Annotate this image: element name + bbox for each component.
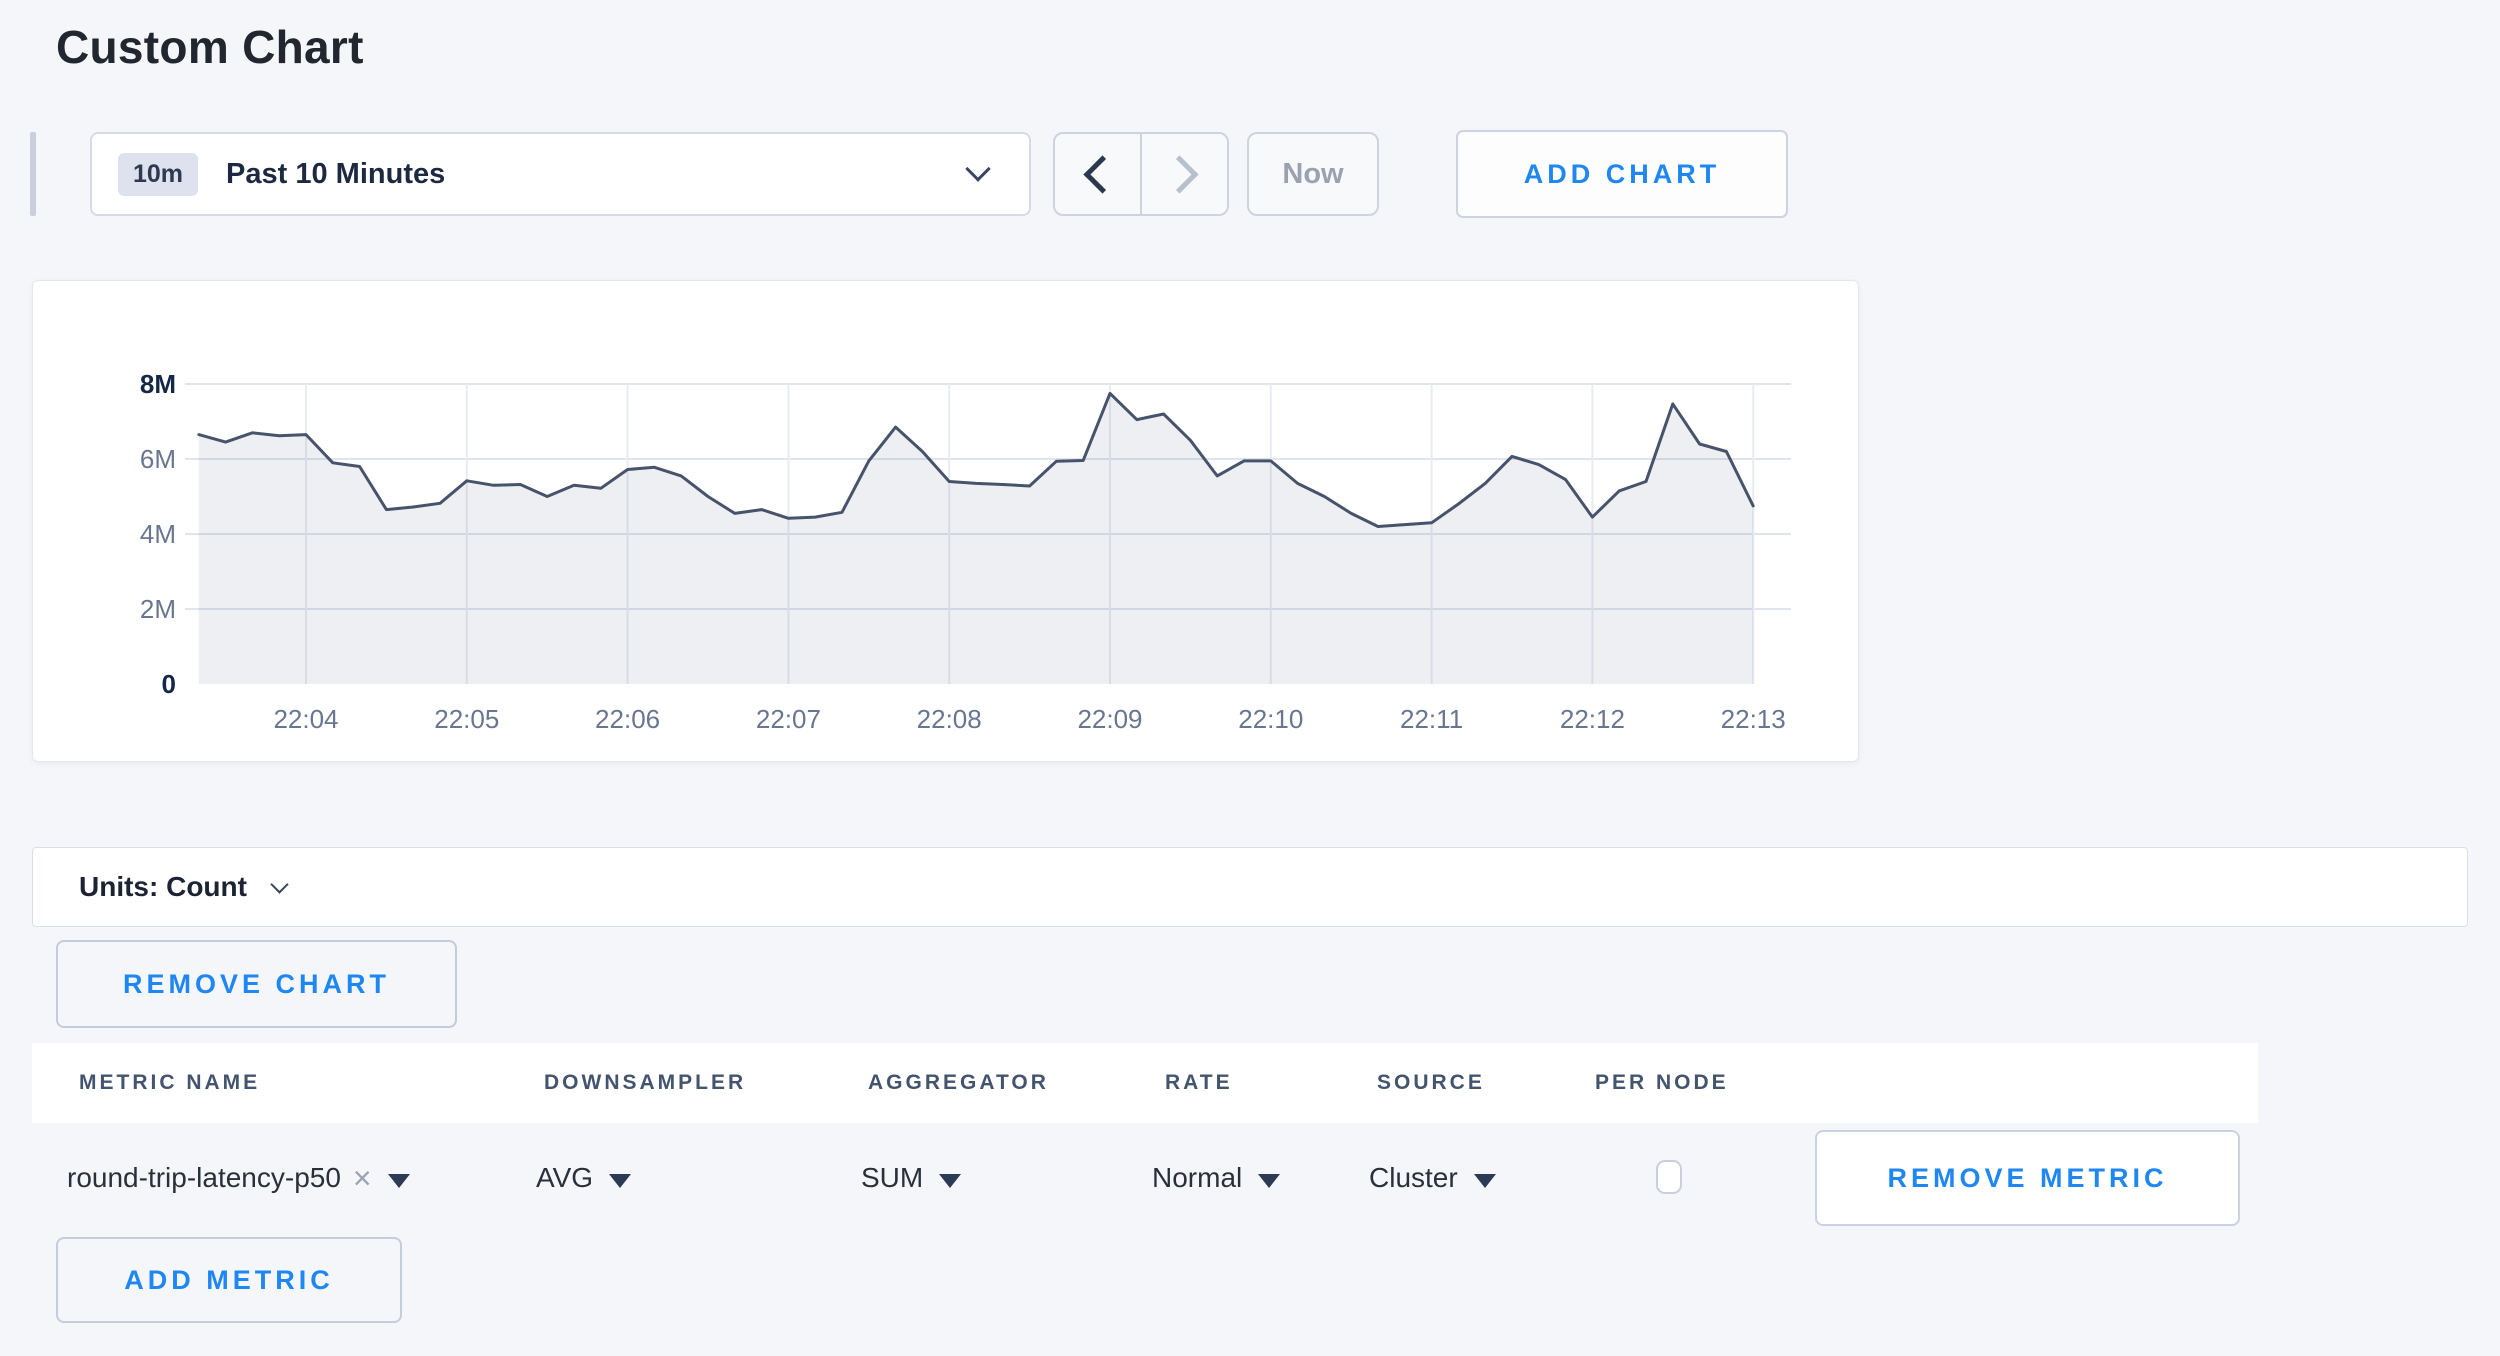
svg-text:2M: 2M	[140, 594, 176, 624]
metrics-table-header: METRIC NAME DOWNSAMPLER AGGREGATOR RATE …	[32, 1043, 2258, 1123]
add-chart-button[interactable]: ADD CHART	[1456, 130, 1788, 218]
triangle-down-icon	[939, 1174, 962, 1188]
units-label: Units: Count	[79, 871, 247, 902]
page-title: Custom Chart	[56, 21, 364, 73]
svg-text:0: 0	[162, 669, 176, 699]
per-node-checkbox[interactable]	[1656, 1160, 1682, 1194]
svg-text:22:10: 22:10	[1238, 704, 1303, 734]
downsampler-value: AVG	[536, 1162, 594, 1193]
svg-text:8M: 8M	[140, 369, 176, 399]
time-next-button[interactable]	[1142, 134, 1227, 214]
triangle-down-icon	[609, 1174, 632, 1188]
metric-name-select[interactable]: round-trip-latency-p50 ×	[67, 1123, 410, 1233]
chart-card: 0 2M 4M 6M 8M 22:04 22:05 22:06 22:07 22:08 22:09 2…	[32, 280, 1859, 762]
svg-text:22:07: 22:07	[756, 704, 821, 734]
column-header-downsampler: DOWNSAMPLER	[544, 1071, 747, 1094]
svg-text:22:06: 22:06	[595, 704, 660, 734]
time-pager	[1053, 132, 1229, 216]
svg-text:22:08: 22:08	[917, 704, 982, 734]
column-header-per-node: PER NODE	[1595, 1071, 1729, 1094]
column-header-rate: RATE	[1165, 1071, 1233, 1094]
time-range-accent-bar	[30, 132, 36, 216]
x-mark-icon[interactable]: ×	[352, 1159, 372, 1196]
time-range-badge: 10m	[118, 152, 199, 196]
triangle-down-icon	[1473, 1174, 1496, 1188]
column-header-metric-name: METRIC NAME	[79, 1071, 261, 1094]
downsampler-select[interactable]: AVG	[536, 1123, 632, 1233]
svg-text:22:05: 22:05	[434, 704, 499, 734]
metrics-area-chart: 0 2M 4M 6M 8M 22:04 22:05 22:06 22:07 22:08 22:09 2…	[140, 369, 1791, 734]
triangle-down-icon	[387, 1174, 410, 1188]
chevron-down-icon	[965, 156, 991, 182]
column-header-aggregator: AGGREGATOR	[868, 1071, 1049, 1094]
rate-value: Normal	[1152, 1162, 1243, 1193]
add-metric-button[interactable]: ADD METRIC	[56, 1237, 402, 1323]
time-range-dropdown[interactable]: 10m Past 10 Minutes	[90, 132, 1031, 216]
chevron-down-icon	[270, 874, 289, 894]
now-button[interactable]: Now	[1247, 132, 1379, 216]
rate-select[interactable]: Normal	[1152, 1123, 1281, 1233]
chevron-left-icon	[1083, 154, 1122, 194]
time-range-label: Past 10 Minutes	[226, 157, 446, 190]
source-value: Cluster	[1369, 1162, 1458, 1193]
svg-text:22:04: 22:04	[273, 704, 338, 734]
remove-chart-button[interactable]: REMOVE CHART	[56, 940, 457, 1028]
metric-name-value: round-trip-latency-p50	[67, 1162, 341, 1193]
source-select[interactable]: Cluster	[1369, 1123, 1496, 1233]
svg-text:4M: 4M	[140, 519, 176, 549]
svg-text:22:09: 22:09	[1077, 704, 1142, 734]
time-prev-button[interactable]	[1055, 134, 1142, 214]
svg-text:6M: 6M	[140, 444, 176, 474]
triangle-down-icon	[1258, 1174, 1281, 1188]
svg-text:22:11: 22:11	[1400, 704, 1463, 734]
chevron-right-icon	[1160, 154, 1199, 194]
svg-text:22:12: 22:12	[1560, 704, 1625, 734]
aggregator-select[interactable]: SUM	[861, 1123, 962, 1233]
aggregator-value: SUM	[861, 1162, 924, 1193]
column-header-source: SOURCE	[1377, 1071, 1485, 1094]
units-dropdown[interactable]: Units: Count	[32, 847, 2468, 927]
remove-metric-button[interactable]: REMOVE METRIC	[1815, 1130, 2240, 1226]
svg-text:22:13: 22:13	[1721, 704, 1786, 734]
